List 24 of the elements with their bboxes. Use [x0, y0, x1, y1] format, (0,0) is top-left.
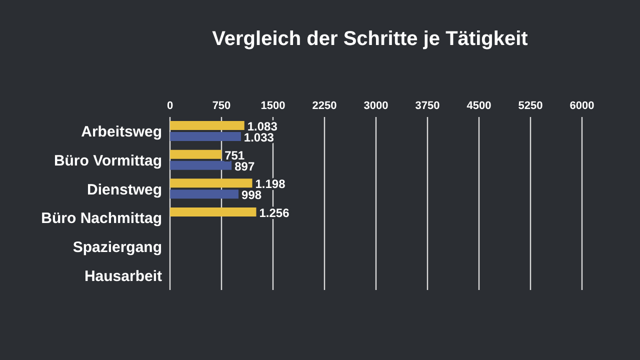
- x-tick-label: 0: [166, 100, 174, 112]
- y-tick-label: Büro Vormittag: [54, 152, 162, 170]
- bar: [170, 132, 241, 141]
- bar: [170, 190, 239, 199]
- y-tick-label: Arbeitsweg: [81, 124, 162, 141]
- x-tick-label: 3750: [415, 100, 440, 112]
- bar: [170, 178, 252, 188]
- x-tick-label: 6000: [570, 100, 594, 112]
- x-tick-label: 2250: [312, 100, 337, 112]
- x-tick-label: 5250: [518, 100, 543, 112]
- y-tick-label: Spaziergang: [72, 239, 162, 256]
- y-tick-label: Dienstweg: [86, 181, 162, 198]
- y-tick-label: Büro Nachmittag: [41, 210, 162, 228]
- chart-title: Vergleich der Schritte je Tätigkeit: [211, 28, 529, 51]
- data-label: 998: [242, 188, 262, 202]
- bar: [170, 208, 256, 216]
- x-tick-label: 750: [212, 100, 231, 112]
- x-tick-label: 1500: [260, 100, 286, 112]
- y-tick-label: Hausarbeit: [84, 268, 162, 285]
- x-tick-label: 3000: [364, 100, 388, 112]
- bar: [170, 150, 222, 159]
- bar: [170, 121, 244, 130]
- bar: [170, 160, 232, 170]
- x-tick-label: 4500: [466, 100, 492, 112]
